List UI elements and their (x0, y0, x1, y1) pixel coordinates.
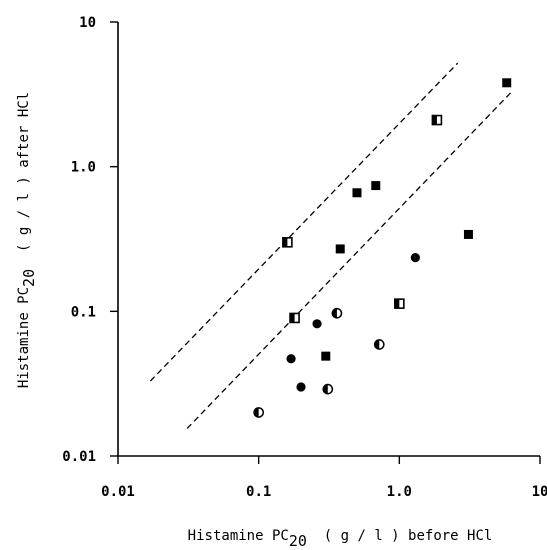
y-tick-label: 1.0 (71, 160, 96, 176)
x-axis-label-subscript: 20 (289, 532, 307, 550)
y-axis-label-subscript: 20 (20, 269, 38, 287)
data-point-half-filled-circle (373, 339, 385, 350)
y-axis-label-prefix: Histamine PC (16, 287, 32, 388)
data-point-filled-square (321, 351, 331, 361)
data-point-filled-circle (286, 354, 296, 364)
marker-fill-half (254, 407, 259, 418)
data-point-filled-circle (312, 319, 322, 329)
y-axis-label: Histamine PC20 ( g / l ) after HCl (16, 92, 38, 388)
marker-fill-half (323, 384, 328, 394)
data-point-filled-circle (410, 253, 420, 263)
dashed-reference-line (149, 62, 459, 382)
marker-fill-half (432, 115, 437, 125)
axes (117, 22, 540, 457)
x-tick-label: 1.0 (387, 484, 412, 500)
x-axis-label-suffix: ( g / l ) before HCl (307, 528, 492, 544)
y-tick-label: 0.1 (71, 304, 96, 320)
y-tick-label: 0.01 (62, 449, 96, 465)
x-tick-label: 10 (532, 484, 547, 500)
x-tick-label: 0.1 (246, 484, 271, 500)
marker-fill-half (290, 313, 295, 323)
data-point-filled-square (502, 78, 512, 88)
data-point-filled-square (335, 244, 345, 254)
y-axis-label-suffix: ( g / l ) after HCl (16, 92, 32, 269)
x-axis-label: Histamine PC20 ( g / l ) before HCl (188, 528, 493, 550)
data-point-half-filled-circle (331, 307, 343, 319)
data-point-half-filled-circle (253, 407, 265, 418)
x-tick-label: 0.01 (101, 484, 135, 500)
data-point-half-filled-square (282, 237, 293, 248)
dashed-reference-line (186, 91, 513, 429)
marker-fill-half (332, 308, 337, 318)
data-point-filled-square (463, 229, 473, 239)
data-point-filled-circle (296, 382, 306, 392)
marker-fill-half (374, 339, 380, 350)
y-tick-label: 10 (79, 15, 96, 31)
data-point-filled-square (352, 188, 362, 198)
data-point-half-filled-circle (322, 383, 334, 395)
reference-lines (149, 62, 513, 429)
y-ticks: 0.01 0.1 1.0 10 (62, 15, 118, 465)
data-point-half-filled-square (289, 312, 300, 324)
data-points (253, 78, 512, 418)
data-point-half-filled-square (394, 298, 405, 309)
x-axis-label-prefix: Histamine PC (188, 528, 289, 544)
data-point-filled-square (371, 181, 381, 191)
data-point-half-filled-square (431, 114, 443, 126)
x-ticks: 0.01 0.1 1.0 10 (101, 456, 547, 500)
marker-fill-half (394, 299, 400, 309)
marker-fill-half (282, 237, 288, 247)
